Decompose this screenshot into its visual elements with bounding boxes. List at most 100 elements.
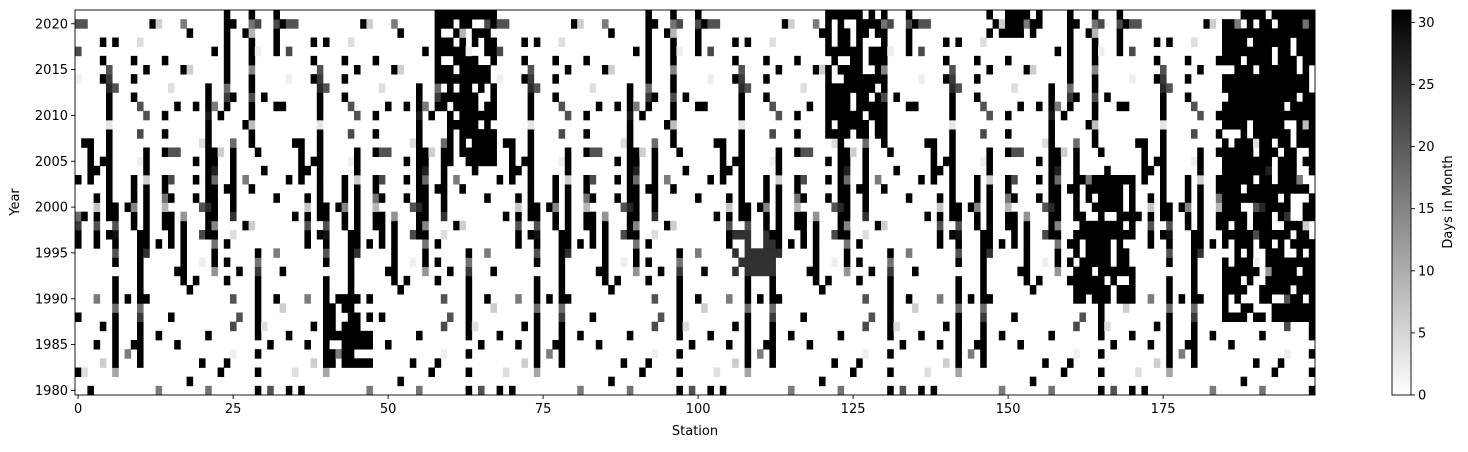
heatmap-cell	[354, 211, 361, 222]
heatmap-cell	[763, 202, 770, 213]
heatmap-cell	[1234, 19, 1241, 29]
heatmap-cell	[416, 211, 423, 222]
heatmap-cell	[738, 184, 745, 194]
heatmap-cell	[1253, 37, 1260, 48]
heatmap-cell	[651, 184, 659, 194]
heatmap-cell	[887, 367, 894, 378]
heatmap-cell	[614, 275, 621, 286]
heatmap-cell	[769, 285, 776, 295]
heatmap-cell	[1302, 110, 1310, 121]
heatmap-cell	[378, 175, 386, 185]
heatmap-cell	[881, 138, 888, 148]
heatmap-cell	[843, 10, 851, 20]
heatmap-cell	[447, 10, 454, 20]
heatmap-cell	[1259, 110, 1266, 121]
heatmap-cell	[354, 175, 361, 185]
heatmap-cell	[434, 65, 442, 75]
heatmap-cell	[905, 19, 913, 29]
heatmap-cell	[862, 83, 869, 93]
heatmap-cell	[558, 349, 566, 359]
heatmap-cell	[763, 184, 770, 194]
heatmap-cell	[199, 230, 206, 240]
heatmap-cell	[112, 285, 119, 295]
heatmap-cell	[583, 193, 590, 203]
heatmap-cell	[1246, 83, 1254, 93]
heatmap-cell	[1240, 92, 1248, 103]
heatmap-cell	[1191, 340, 1198, 350]
heatmap-cell	[1129, 211, 1136, 222]
heatmap-cell	[440, 10, 448, 20]
heatmap-cell	[1011, 230, 1018, 240]
heatmap-cell	[223, 28, 231, 38]
heatmap-cell	[1259, 202, 1266, 213]
heatmap-cell	[670, 129, 677, 139]
heatmap-cell	[161, 184, 169, 194]
heatmap-cell	[1042, 257, 1049, 268]
heatmap-cell	[744, 83, 752, 93]
heatmap-cell	[595, 101, 603, 112]
heatmap-cell	[558, 294, 566, 304]
heatmap-cell	[1042, 202, 1049, 213]
heatmap-cell	[434, 55, 442, 66]
heatmap-cell	[137, 285, 144, 295]
heatmap-cell	[1104, 266, 1111, 277]
heatmap-cell	[980, 321, 987, 332]
heatmap-cell	[1091, 230, 1099, 240]
heatmap-cell	[602, 257, 609, 268]
heatmap-cell	[794, 147, 801, 158]
heatmap-cell	[484, 129, 491, 139]
heatmap-cell	[1135, 367, 1142, 378]
heatmap-cell	[738, 120, 745, 130]
heatmap-cell	[769, 239, 776, 249]
heatmap-cell	[825, 120, 832, 130]
heatmap-cell	[1110, 340, 1117, 350]
heatmap-cell	[936, 230, 944, 240]
heatmap-cell	[509, 165, 516, 176]
heatmap-cell	[1265, 156, 1272, 167]
heatmap-cell	[1191, 312, 1198, 323]
heatmap-cell	[998, 330, 1006, 341]
heatmap-cell	[837, 156, 845, 167]
heatmap-cell	[1048, 385, 1055, 396]
plot-frame	[74, 9, 1316, 396]
heatmap-cell	[106, 92, 113, 103]
heatmap-cell	[161, 193, 169, 203]
heatmap-cell	[887, 275, 894, 286]
heatmap-cell	[316, 129, 324, 139]
heatmap-cell	[478, 138, 485, 148]
heatmap-cell	[298, 156, 305, 167]
heatmap-cell	[1023, 19, 1031, 29]
heatmap-cell	[360, 340, 367, 350]
heatmap-cell	[471, 74, 479, 84]
heatmap-cell	[874, 55, 882, 66]
heatmap-cell	[633, 220, 640, 231]
heatmap-cell	[434, 358, 442, 368]
heatmap-cell	[1240, 110, 1248, 121]
heatmap-cell	[564, 175, 572, 185]
heatmap-cell	[1265, 165, 1272, 176]
heatmap-cell	[1284, 65, 1291, 75]
heatmap-cell	[1166, 239, 1173, 249]
heatmap-cell	[1234, 312, 1241, 323]
heatmap-cell	[137, 330, 144, 341]
heatmap-cell	[874, 220, 882, 231]
heatmap-cell	[130, 184, 138, 194]
heatmap-cell	[974, 211, 981, 222]
heatmap-cell	[763, 266, 770, 277]
heatmap-cell	[980, 340, 987, 350]
heatmap-cell	[223, 74, 231, 84]
heatmap-cell	[676, 257, 683, 268]
heatmap-cell	[744, 248, 752, 258]
heatmap-cell	[1222, 230, 1229, 240]
heatmap-cell	[1296, 294, 1303, 304]
heatmap-cell	[1277, 74, 1285, 84]
heatmap-cell	[1166, 275, 1173, 286]
heatmap-cell	[168, 211, 175, 222]
heatmap-cell	[763, 220, 770, 231]
heatmap-cell	[211, 211, 218, 222]
heatmap-cell	[168, 193, 175, 203]
heatmap-cell	[1048, 83, 1055, 93]
heatmap-cell	[354, 147, 361, 158]
heatmap-cell	[1228, 46, 1235, 57]
heatmap-cell	[788, 385, 795, 396]
